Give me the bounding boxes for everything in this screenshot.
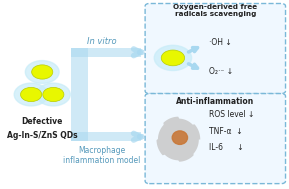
Text: IL-6      ↓: IL-6 ↓: [209, 143, 244, 153]
Text: Anti-inflammation: Anti-inflammation: [176, 97, 254, 106]
Text: Macrophage
inflammation model: Macrophage inflammation model: [63, 146, 141, 165]
Circle shape: [36, 83, 70, 106]
Text: Defective: Defective: [22, 117, 63, 126]
Circle shape: [154, 45, 192, 70]
FancyBboxPatch shape: [145, 94, 286, 184]
Circle shape: [14, 83, 48, 106]
Text: ·OH ↓: ·OH ↓: [209, 38, 232, 47]
Text: ROS level ↓: ROS level ↓: [209, 110, 254, 119]
FancyBboxPatch shape: [71, 132, 141, 141]
Circle shape: [161, 50, 185, 66]
FancyBboxPatch shape: [145, 4, 286, 94]
FancyBboxPatch shape: [71, 48, 88, 141]
Circle shape: [21, 87, 42, 102]
Text: Ag-In-S/ZnS QDs: Ag-In-S/ZnS QDs: [7, 131, 77, 140]
FancyBboxPatch shape: [71, 48, 141, 57]
Ellipse shape: [172, 131, 188, 144]
Text: Oxygen-derived free
radicals scavenging: Oxygen-derived free radicals scavenging: [173, 4, 257, 16]
Text: In vitro: In vitro: [87, 37, 117, 46]
Text: O₂·⁻ ↓: O₂·⁻ ↓: [209, 67, 233, 76]
Circle shape: [25, 61, 59, 83]
Polygon shape: [157, 117, 200, 162]
Circle shape: [43, 87, 64, 102]
Circle shape: [32, 65, 53, 79]
Text: TNF-α  ↓: TNF-α ↓: [209, 127, 243, 136]
